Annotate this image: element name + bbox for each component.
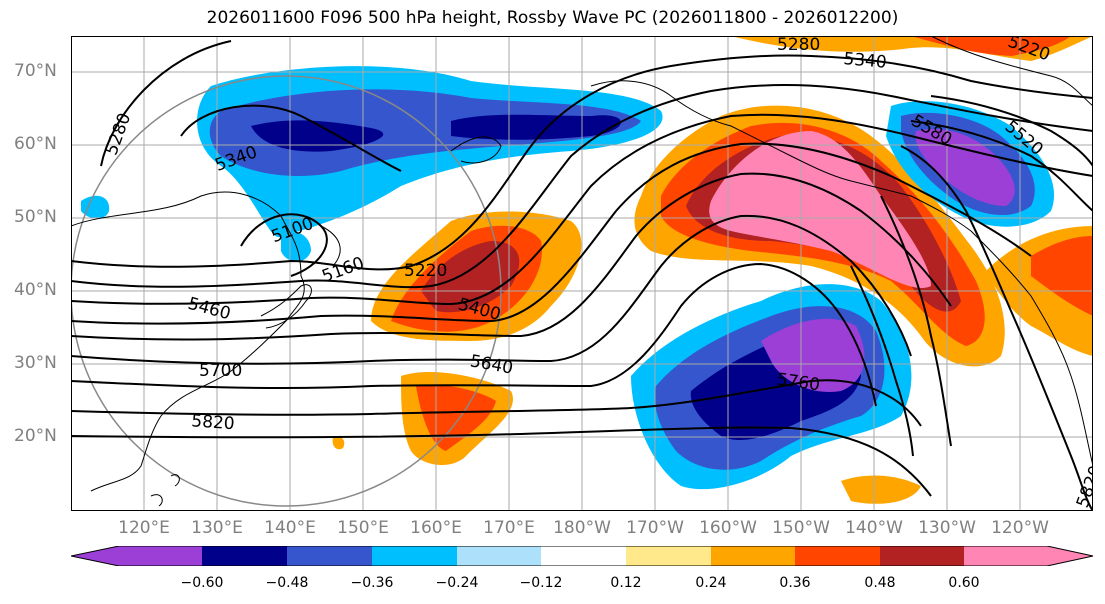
colorbar-bin: [287, 546, 372, 566]
lat-label: 20°N: [14, 426, 57, 446]
colorbar-extend-high: [964, 546, 1093, 566]
lat-label: 60°N: [14, 134, 57, 154]
coastlines: [71, 36, 1093, 507]
lon-label: 170°W: [626, 518, 684, 538]
lon-label: 180°W: [553, 518, 611, 538]
colorbar-extend-low: [71, 546, 202, 566]
colorbar-tick-label: −0.60: [180, 575, 224, 591]
contour-label: 5340: [843, 49, 888, 73]
lon-label: 120°W: [991, 518, 1049, 538]
chart-title: 2026011600 F096 500 hPa height, Rossby W…: [206, 8, 899, 28]
lon-label: 130°E: [191, 518, 243, 538]
contour-label: 5820: [191, 411, 236, 434]
colorbar-bin: [202, 546, 287, 566]
colorbar-tick-label: 0.36: [779, 575, 811, 591]
lon-label: 150°E: [337, 518, 389, 538]
map-frame: [71, 36, 1093, 511]
colorbar-tick-label: −0.12: [519, 575, 563, 591]
graticule: [71, 36, 1093, 511]
lon-label: 160°E: [410, 518, 462, 538]
range-circle: [71, 75, 502, 507]
contour-label: 5280: [777, 36, 820, 55]
colorbar-bin: [711, 546, 795, 566]
map-panel: 5280 5340 5100 5160 5220 5460 5400 5700 …: [71, 36, 1093, 511]
contour-label: 5640: [468, 351, 514, 378]
contour-label: 5700: [199, 361, 242, 381]
colorbar-tick-label: −0.36: [350, 575, 394, 591]
lat-label: 40°N: [14, 280, 57, 300]
colorbar-bin: [626, 546, 711, 566]
lat-label: 70°N: [14, 61, 57, 81]
contour-label: 5220: [404, 261, 447, 281]
positive-anomaly-central: [332, 211, 582, 466]
colorbar-tick-label: 0.48: [864, 575, 896, 591]
colorbar-bin: [880, 546, 964, 566]
colorbar-bin: [795, 546, 880, 566]
positive-anomaly-east: [634, 36, 1093, 504]
height-contours: [71, 40, 1093, 511]
lon-label: 170°E: [483, 518, 535, 538]
colorbar-bin: [372, 546, 457, 566]
lon-label: 160°W: [699, 518, 757, 538]
colorbar-outline: [71, 546, 1094, 566]
colorbar-tick-label: −0.48: [265, 575, 309, 591]
lat-label: 50°N: [14, 207, 57, 227]
colorbar-tick-label: 0.60: [948, 575, 980, 591]
colorbar-tick-label: −0.24: [435, 575, 479, 591]
lon-label: 140°W: [845, 518, 903, 538]
colorbar: [71, 546, 1094, 566]
colorbar-tick-label: 0.12: [610, 575, 642, 591]
lon-label: 130°W: [918, 518, 976, 538]
lon-label: 140°E: [264, 518, 316, 538]
colorbar-bin: [457, 546, 541, 566]
map-canvas: 5280 5340 5100 5160 5220 5460 5400 5700 …: [71, 36, 1093, 511]
colorbar-tick-label: 0.24: [695, 575, 727, 591]
contour-label: 5280: [102, 110, 136, 157]
lat-label: 30°N: [14, 353, 57, 373]
lon-label: 150°W: [772, 518, 830, 538]
negative-anomaly-north: [81, 66, 663, 262]
contour-label: 5460: [186, 294, 233, 325]
colorbar-bin: [541, 546, 626, 566]
lon-label: 120°E: [118, 518, 170, 538]
